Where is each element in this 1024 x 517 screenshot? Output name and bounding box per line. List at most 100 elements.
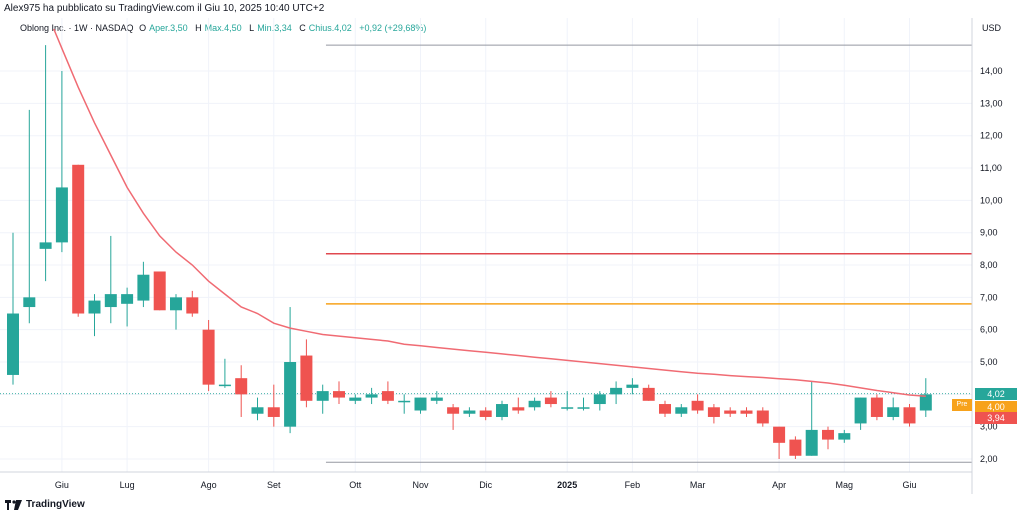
candle xyxy=(675,404,688,417)
time-tick-label: Giu xyxy=(902,480,916,490)
close-value: Chius.4,02 xyxy=(308,23,352,33)
candle xyxy=(805,381,818,456)
candle xyxy=(740,407,753,417)
candle xyxy=(381,381,394,405)
price-tick-label: 2,00 xyxy=(980,454,998,464)
symbol-name[interactable]: Oblong Inc. · 1W · NASDAQ xyxy=(20,23,134,33)
premarket-label: Pre xyxy=(952,399,972,411)
candle xyxy=(561,391,574,411)
candle-body xyxy=(528,400,541,408)
candle xyxy=(186,290,199,317)
candle-body xyxy=(642,387,655,401)
candle xyxy=(267,384,280,427)
candle xyxy=(7,232,19,385)
candle xyxy=(251,397,264,421)
candle-body xyxy=(561,407,574,409)
candle xyxy=(659,400,671,417)
candle xyxy=(55,71,68,253)
candle xyxy=(528,397,541,411)
candle-body xyxy=(186,297,199,314)
candle-body xyxy=(789,439,802,456)
candle xyxy=(854,397,867,430)
tradingview-footer[interactable]: TradingView xyxy=(5,499,85,510)
time-tick-label: Mag xyxy=(836,480,854,490)
candle-body xyxy=(153,271,166,311)
candle-body xyxy=(838,433,851,440)
moving-average-line xyxy=(53,28,926,398)
candle xyxy=(235,365,248,417)
candle-body xyxy=(72,164,85,314)
candle xyxy=(121,287,134,327)
candle xyxy=(903,404,916,427)
candle xyxy=(773,426,786,459)
time-tick-label: Ott xyxy=(349,480,362,490)
candle xyxy=(822,426,834,450)
candle-body xyxy=(284,362,297,427)
candle xyxy=(756,407,769,427)
candle xyxy=(398,394,411,414)
candle-body xyxy=(170,297,182,311)
candle xyxy=(610,381,623,405)
candle xyxy=(919,378,932,417)
time-tick-label: Mar xyxy=(690,480,706,490)
candle-body xyxy=(300,355,313,401)
candle-body xyxy=(512,407,525,411)
candle-body xyxy=(251,407,264,414)
candle-body xyxy=(365,394,378,398)
price-tick-label: 13,00 xyxy=(980,98,1003,108)
change-value: +0,92 (+29,68%) xyxy=(359,23,427,33)
price-tick-label: 10,00 xyxy=(980,195,1003,205)
candle xyxy=(39,45,52,282)
candle xyxy=(577,397,590,411)
candle-body xyxy=(202,329,215,385)
candle xyxy=(724,407,737,417)
candle-body xyxy=(919,394,932,411)
candle-body xyxy=(724,410,737,414)
candle xyxy=(153,271,166,311)
symbol-legend: Oblong Inc. · 1W · NASDAQ O Aper.3,50 H Ma… xyxy=(20,23,431,33)
last-price-tag: 4,02 xyxy=(975,387,1017,400)
candle xyxy=(447,404,460,430)
candle xyxy=(512,397,525,414)
candle xyxy=(316,384,329,414)
time-tick-label: Giu xyxy=(55,480,69,490)
candle xyxy=(544,391,557,408)
time-tick-label: Ago xyxy=(201,480,217,490)
low-label: L xyxy=(249,23,255,33)
published-by-text: Alex975 ha pubblicato su TradingView.com… xyxy=(4,3,325,14)
candle-body xyxy=(414,397,427,411)
candle-body xyxy=(610,387,623,395)
grid xyxy=(0,18,972,472)
moving-average-tag: 3,94 xyxy=(975,411,1017,424)
candle-body xyxy=(593,394,606,405)
candle xyxy=(707,404,720,424)
candle-body xyxy=(626,384,639,388)
price-tick-label: 6,00 xyxy=(980,325,998,335)
candle-body xyxy=(267,407,280,417)
time-tick-label: Feb xyxy=(625,480,641,490)
high-label: H xyxy=(195,23,202,33)
candle-body xyxy=(707,407,720,417)
candle xyxy=(463,407,476,417)
candle-body xyxy=(903,407,916,424)
high-value: Max.4,50 xyxy=(204,23,242,33)
candle xyxy=(88,294,101,337)
price-tick-label: 14,00 xyxy=(980,66,1003,76)
candle-body xyxy=(496,404,508,417)
time-tick-label: Nov xyxy=(412,480,429,490)
candle-body xyxy=(577,407,590,409)
horizontal-levels xyxy=(0,44,972,463)
candle xyxy=(218,358,231,388)
candle-body xyxy=(756,410,769,424)
candle xyxy=(137,261,150,308)
candle-body xyxy=(121,294,134,304)
candle xyxy=(691,394,704,414)
candle-body xyxy=(463,410,476,414)
candle xyxy=(23,109,36,324)
candle xyxy=(170,294,182,330)
candle-body xyxy=(805,429,818,456)
candle-body xyxy=(137,274,150,301)
low-value: Min.3,34 xyxy=(257,23,292,33)
candle-body xyxy=(349,397,362,401)
